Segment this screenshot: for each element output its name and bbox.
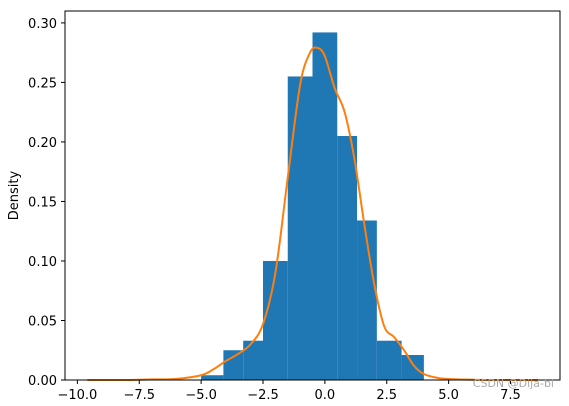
kde-line: [87, 46, 538, 382]
x-tick-label: −7.5: [123, 388, 155, 403]
y-tick-label: 0.00: [28, 374, 57, 389]
y-tick-label: 0.10: [28, 255, 57, 270]
histogram-bar: [287, 76, 313, 380]
histogram-bar: [243, 340, 263, 380]
x-tick-label: −2.5: [247, 388, 279, 403]
histogram-bars: [201, 32, 424, 380]
y-tick-label: 0.25: [28, 76, 57, 91]
kde-layer: [87, 46, 538, 382]
histogram-bar: [312, 32, 338, 380]
y-tick-label: 0.30: [28, 17, 57, 32]
histogram-bar: [337, 135, 358, 380]
x-tick-label: 7.5: [500, 388, 521, 403]
x-tick-label: 0.0: [315, 388, 336, 403]
y-tick-label: 0.15: [28, 195, 57, 210]
x-tick-label: 5.0: [438, 388, 459, 403]
y-axis-label: Density: [7, 170, 22, 220]
x-axis-ticks: −10.0 −7.5 −5.0 −2.5 0.0 2.5 5.0 7.5: [57, 380, 521, 403]
histogram-bar: [376, 340, 402, 380]
plot-frame: [64, 10, 561, 381]
y-tick-label: 0.20: [28, 136, 57, 151]
y-tick-label: 0.05: [28, 314, 57, 329]
histogram-bar: [357, 220, 377, 380]
histogram-bar: [263, 260, 288, 380]
x-tick-label: −10.0: [57, 388, 97, 403]
histogram-bar: [223, 350, 244, 380]
histogram-bar: [201, 375, 224, 380]
x-tick-label: −5.0: [185, 388, 217, 403]
histogram-bar: [401, 355, 424, 380]
y-axis-ticks: 0.00 0.05 0.10 0.15 0.20 0.25 0.30: [28, 17, 65, 389]
watermark: CSDN @Dija-bl: [472, 377, 554, 390]
x-tick-label: 2.5: [376, 388, 397, 403]
